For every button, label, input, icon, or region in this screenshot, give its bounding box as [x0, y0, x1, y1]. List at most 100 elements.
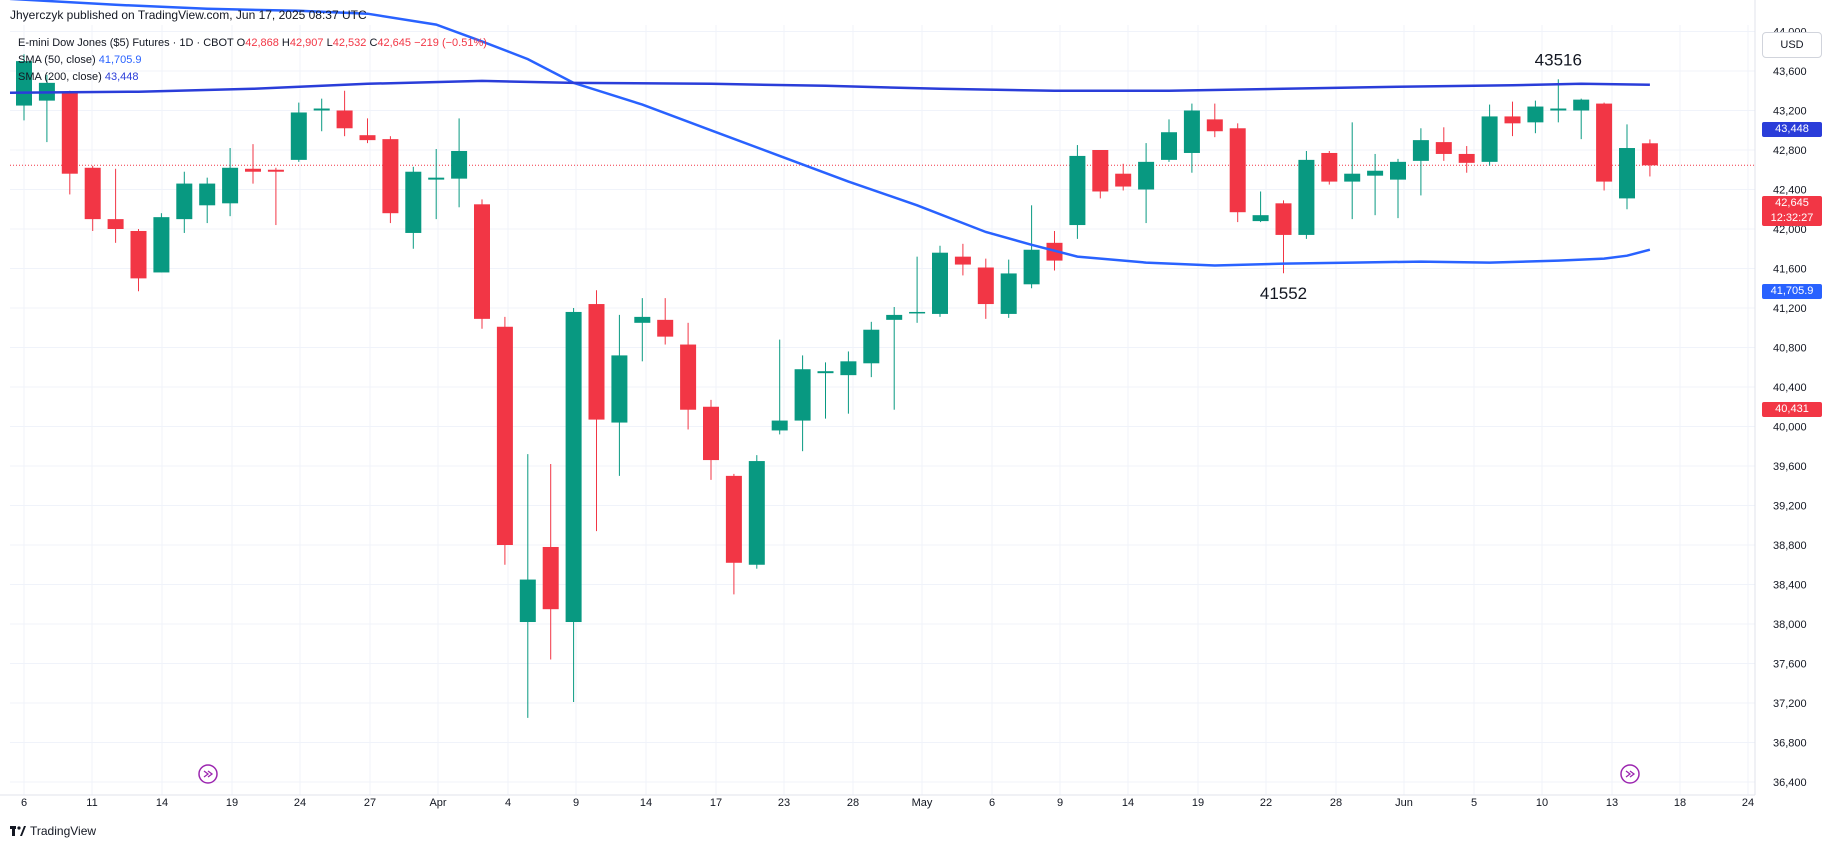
y-tick-label: 38,800 — [1773, 540, 1807, 552]
x-tick-label: 13 — [1606, 797, 1618, 809]
candle — [748, 455, 765, 569]
y-tick-label: 38,000 — [1773, 619, 1807, 631]
candle — [1298, 150, 1315, 239]
candle-body — [771, 420, 788, 431]
candle — [657, 298, 674, 345]
candle-body — [1481, 116, 1498, 162]
y-tick-label: 40,000 — [1773, 422, 1807, 434]
symbol-row: E-mini Dow Jones ($5) Futures · 1D · CBO… — [18, 35, 487, 52]
candle — [313, 98, 330, 132]
event-marker-icon[interactable] — [198, 764, 218, 784]
candle-body — [290, 112, 307, 160]
x-tick-label: 19 — [1192, 797, 1204, 809]
last-price-label: 42,645 12:32:27 — [1762, 196, 1822, 226]
candle-body — [61, 92, 78, 174]
candle — [565, 308, 582, 703]
sma50-row[interactable]: SMA (50, close) 41,705.9 — [18, 52, 487, 69]
sma200-label: SMA (200, close) — [18, 71, 102, 83]
time-axis[interactable]: 6 11 14 19 24 27 Apr 4 9 14 17 23 28 May 6 9 14 19 22 28 Jun… — [21, 797, 1754, 809]
candle — [1321, 150, 1338, 185]
candle — [1458, 146, 1475, 173]
legend: E-mini Dow Jones ($5) Futures · 1D · CBO… — [18, 35, 487, 86]
low-label: L — [326, 37, 333, 49]
x-tick-label: 24 — [1742, 797, 1754, 809]
candle-body — [496, 326, 513, 545]
sma50-label: SMA (50, close) — [18, 54, 96, 66]
candle-body — [405, 171, 422, 233]
candle-body — [1138, 161, 1155, 190]
event-marker-icon[interactable] — [1620, 764, 1640, 784]
y-tick-label: 37,600 — [1773, 659, 1807, 671]
close-value: 42,645 — [377, 37, 412, 49]
candle — [1069, 145, 1086, 239]
candle-body — [1504, 116, 1521, 124]
candle — [222, 148, 239, 217]
x-tick-label: 17 — [710, 797, 722, 809]
candle-body — [1344, 173, 1361, 182]
candle — [588, 290, 605, 532]
candle — [176, 171, 193, 233]
candle — [519, 454, 536, 718]
footer-brand[interactable]: TradingView — [10, 824, 96, 838]
candle-body — [1321, 152, 1338, 182]
candle-body — [1115, 173, 1132, 187]
x-tick-label: Jun — [1395, 797, 1413, 809]
countdown: 12:32:27 — [1770, 212, 1814, 224]
candle — [771, 339, 788, 435]
candle — [886, 307, 903, 410]
candle-body — [153, 217, 170, 273]
sma200-row[interactable]: SMA (200, close) 43,448 — [18, 69, 487, 86]
candle — [1504, 101, 1521, 137]
publisher-line: Jhyerczyk published on TradingView.com, … — [10, 8, 367, 22]
sma200-value: 43,448 — [104, 71, 139, 83]
candle-body — [794, 369, 811, 421]
candle — [840, 351, 857, 414]
candle-body — [680, 344, 697, 410]
candle — [817, 362, 834, 419]
x-tick-label: 28 — [847, 797, 859, 809]
candle-body — [977, 267, 994, 305]
candle-body — [1596, 103, 1613, 182]
candle — [1000, 259, 1017, 318]
candle-body — [932, 252, 948, 314]
candle-body — [359, 135, 376, 141]
candle — [954, 243, 971, 276]
high-value: 42,907 — [289, 37, 324, 49]
candle-body — [565, 311, 582, 623]
candle-body — [909, 311, 926, 314]
candle — [16, 54, 32, 121]
low-annotation: 41552 — [1260, 284, 1307, 303]
candle — [1183, 103, 1200, 173]
candle-body — [886, 314, 903, 320]
x-tick-label: 18 — [1674, 797, 1686, 809]
price-axis[interactable]: 36,400 36,800 37,200 37,600 38,000 38,400 38,8… — [1773, 27, 1807, 790]
sma200-price-label: 43,448 — [1762, 122, 1822, 137]
y-tick-label: 36,400 — [1773, 777, 1807, 789]
sma50-value: 41,705.9 — [98, 54, 142, 66]
candle — [405, 166, 422, 249]
open-label: O — [236, 37, 246, 49]
x-tick-label: 6 — [989, 797, 995, 809]
y-tick-label: 43,200 — [1773, 106, 1807, 118]
low-marker-label: 40,431 — [1762, 402, 1822, 417]
candle-body — [382, 139, 399, 214]
candle — [290, 102, 307, 162]
candle — [1344, 122, 1361, 220]
high-annotation: 43516 — [1535, 50, 1582, 69]
open-value: 42,868 — [245, 37, 279, 49]
x-tick-label: 28 — [1330, 797, 1342, 809]
candle — [1550, 79, 1567, 123]
y-tick-label: 42,000 — [1773, 224, 1807, 236]
x-tick-label: 23 — [778, 797, 790, 809]
y-tick-label: 43,600 — [1773, 66, 1807, 78]
candle-body — [1435, 142, 1452, 154]
y-tick-label: 41,200 — [1773, 303, 1807, 315]
x-tick-label: 27 — [364, 797, 376, 809]
candle — [680, 322, 697, 430]
candle — [130, 229, 147, 292]
x-tick-label: 11 — [86, 797, 97, 809]
last-price: 42,645 — [1775, 197, 1809, 209]
candle-body — [1069, 155, 1086, 226]
currency-button[interactable]: USD — [1762, 32, 1822, 58]
